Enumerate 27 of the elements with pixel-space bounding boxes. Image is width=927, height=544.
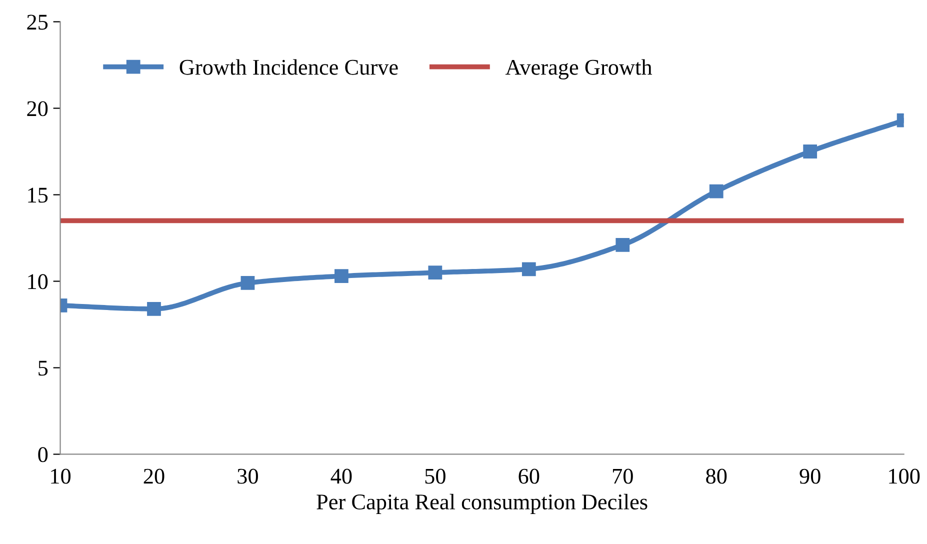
point [803,144,818,158]
x-axis-title: Per Capita Real consumption Deciles [316,494,648,514]
y-tick-label: 20 [27,101,48,116]
x-tick-label: 20 [144,468,164,484]
x-tick-label: 100 [889,468,920,484]
y-tick-label: 10 [28,274,48,290]
legend-label: Average Growth [505,59,652,80]
point [709,184,724,198]
point [334,269,348,284]
x-tick-label: 40 [330,468,352,484]
y-tick-label: 25 [27,14,48,30]
point [147,302,161,316]
point [616,238,630,252]
legend-label: Growth Incidence Curve [180,59,398,75]
x-tick-label: 60 [518,468,540,484]
x-tick-label: 90 [800,468,820,484]
y-tick-label: 0 [38,447,48,462]
x-tick-label: 30 [238,468,258,484]
point [428,266,442,280]
x-tick-label: 10 [51,468,71,484]
point [240,276,255,290]
point [522,262,536,276]
x-tick-label: 70 [612,468,633,484]
y-tick-label: 5 [38,360,48,376]
x-tick-label: 80 [706,468,727,484]
x-tick-label: 50 [425,468,446,484]
y-tick-label: 15 [28,188,48,203]
